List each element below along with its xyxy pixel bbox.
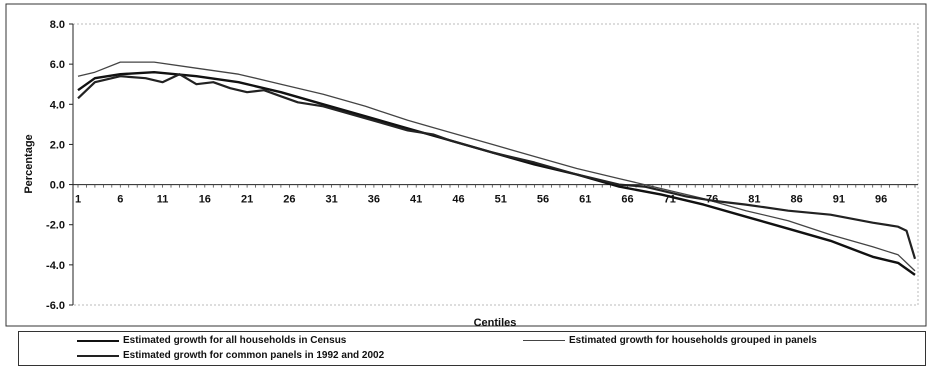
legend-item-panels: Estimated growth for households grouped … <box>523 335 817 346</box>
x-tick-label: 21 <box>241 194 253 206</box>
y-axis-title: Percentage <box>23 134 35 193</box>
legend: Estimated growth for all households in C… <box>18 331 926 366</box>
x-tick-label: 16 <box>199 194 211 206</box>
outer-border <box>5 3 927 327</box>
x-tick-label: 86 <box>791 194 803 206</box>
x-tick-label: 1 <box>75 194 81 206</box>
x-tick-label: 31 <box>326 194 338 206</box>
legend-label-panels: Estimated growth for households grouped … <box>569 335 817 346</box>
legend-label-common: Estimated growth for common panels in 19… <box>123 350 385 361</box>
y-tick-label: -4.0 <box>46 260 65 272</box>
x-tick-label: 81 <box>748 194 760 206</box>
legend-swatch-census <box>77 339 119 342</box>
legend-label-census: Estimated growth for all households in C… <box>123 335 347 346</box>
legend-swatch-panels <box>523 340 565 341</box>
x-tick-label: 11 <box>157 194 169 206</box>
series-lines <box>77 61 917 276</box>
x-axis-title: Centiles <box>474 317 517 329</box>
x-tick-label: 36 <box>368 194 380 206</box>
y-tick-label: 2.0 <box>50 139 65 151</box>
x-tick-label: 26 <box>283 194 295 206</box>
x-tick-label: 56 <box>537 194 549 206</box>
series-line-panels <box>77 61 916 272</box>
y-tick-label: 8.0 <box>50 19 65 31</box>
x-tick-label: 96 <box>875 194 887 206</box>
plot-area <box>72 23 919 306</box>
y-tick-label: 4.0 <box>50 99 65 111</box>
legend-item-common: Estimated growth for common panels in 19… <box>77 350 384 361</box>
y-tick-label: -2.0 <box>46 220 65 232</box>
y-tick-label: -6.0 <box>46 300 65 312</box>
x-tick-label: 46 <box>452 194 464 206</box>
x-tick-label: 91 <box>833 194 845 206</box>
x-tick-label: 66 <box>621 194 633 206</box>
chart-svg: 8.06.04.02.00.0-2.0-4.0-6.0 1 6 11 16 21 26 31… <box>5 3 927 329</box>
x-tick-label: 61 <box>579 194 591 206</box>
x-tick-label: 6 <box>117 194 123 206</box>
x-tick-label: 41 <box>410 194 422 206</box>
y-tick-label: 0.0 <box>50 180 65 192</box>
legend-item-census: Estimated growth for all households in C… <box>77 335 346 346</box>
y-tick-label: 6.0 <box>50 59 65 71</box>
y-tick-labels: 8.0 6.0 4.0 2.0 0.0 -2.0 -4.0 -6.0 <box>46 19 73 312</box>
series-line-common <box>77 73 917 260</box>
x-tick-label: 51 <box>495 194 507 206</box>
legend-swatch-common <box>77 354 119 357</box>
